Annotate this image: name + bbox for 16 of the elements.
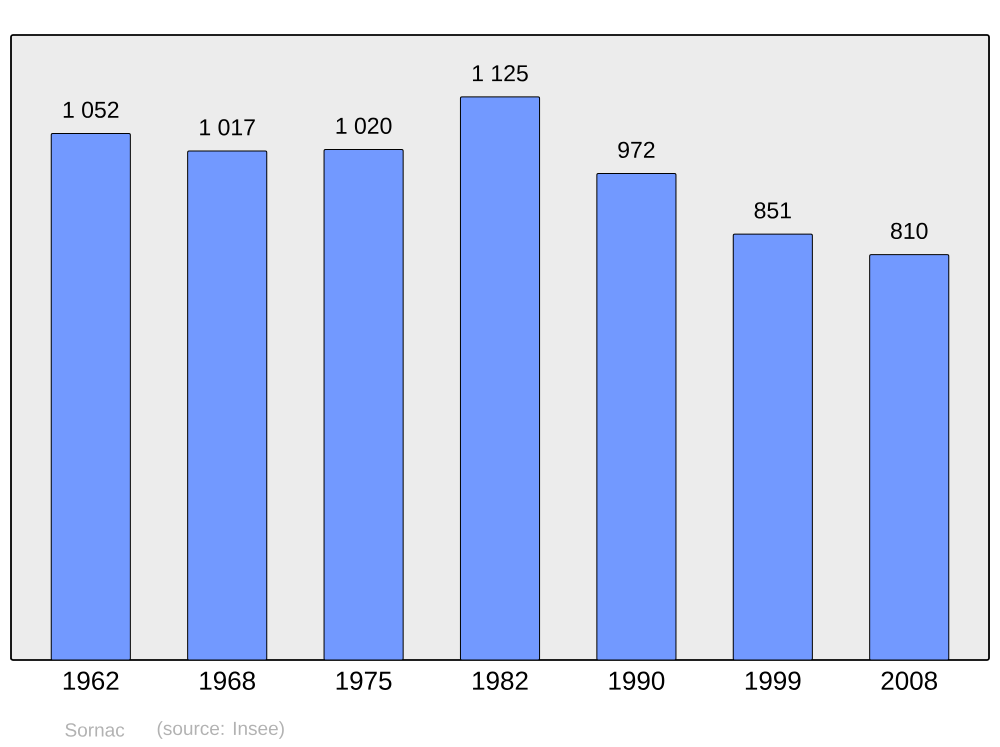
text: Sornac — [65, 723, 124, 737]
data-label: 810 — [891, 222, 928, 240]
x-tick-label: 1990 — [609, 672, 664, 690]
data-label: 1 020 — [336, 118, 392, 134]
x-tick-label: 2008 — [882, 672, 937, 690]
x-tick-label: 1999 — [746, 672, 800, 690]
data-label: 972 — [618, 142, 654, 158]
data-label: 1 052 — [64, 102, 118, 118]
data-label: 1 125 — [472, 65, 528, 82]
data-label: 851 — [754, 202, 791, 219]
x-tick-label: 1968 — [200, 672, 255, 690]
text: (source: Insee) — [158, 721, 284, 739]
data-label: 1 017 — [200, 119, 255, 136]
x-tick-label: 1962 — [64, 672, 118, 690]
x-tick-label: 1982 — [473, 672, 528, 690]
x-tick-label: 1975 — [336, 672, 392, 690]
